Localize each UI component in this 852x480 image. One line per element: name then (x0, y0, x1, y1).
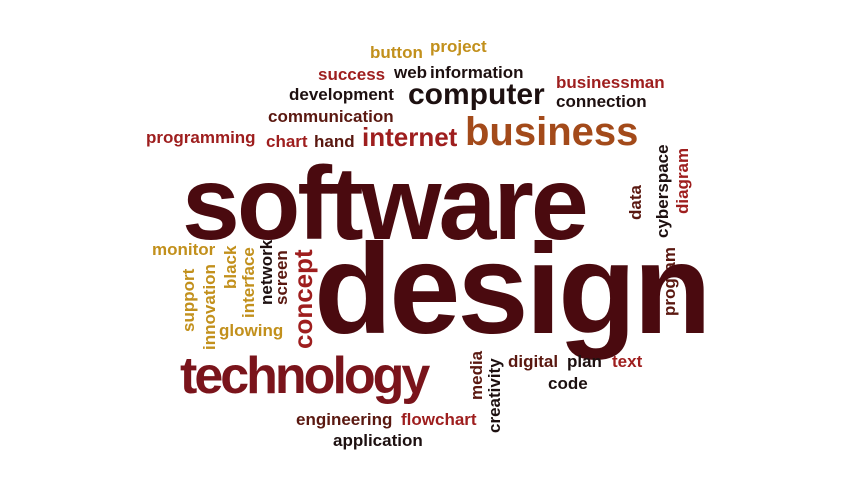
word-programming: programming (146, 128, 256, 147)
word-hand: hand (314, 132, 355, 151)
word-support: support (179, 268, 198, 332)
word-concept: concept (288, 249, 318, 349)
word-businessman: businessman (556, 73, 665, 92)
word-project: project (430, 37, 487, 56)
word-computer: computer (408, 78, 545, 111)
word-information: information (430, 63, 524, 82)
word-success: success (318, 65, 386, 84)
word-code: code (548, 374, 588, 393)
word-creativity: creativity (485, 358, 504, 433)
word-technology: technology (180, 347, 430, 405)
word-development: development (289, 85, 394, 104)
word-interface: interface (239, 247, 258, 318)
word-text: text (612, 352, 643, 371)
word-internet: internet (362, 122, 458, 152)
word-web: web (394, 63, 428, 82)
word-digital: digital (508, 352, 559, 371)
word-application: application (333, 431, 423, 450)
word-button: button (370, 43, 423, 62)
word-connection: connection (556, 92, 647, 111)
word-engineering: engineering (296, 410, 393, 429)
word-monitor: monitor (152, 240, 216, 259)
word-communication: communication (268, 107, 394, 126)
word-black: black (221, 245, 240, 289)
word-business: business (465, 110, 639, 154)
word-diagram: diagram (673, 147, 692, 214)
word-plan: plan (567, 352, 602, 371)
word-media: media (467, 350, 486, 400)
word-innovation: innovation (200, 264, 219, 350)
word-design: design (314, 218, 711, 361)
word-chart: chart (266, 132, 308, 151)
word-software: software (182, 146, 589, 262)
word-data: data (626, 185, 645, 220)
word-glowing: glowing (219, 321, 284, 340)
word-flowchart: flowchart (401, 410, 477, 429)
